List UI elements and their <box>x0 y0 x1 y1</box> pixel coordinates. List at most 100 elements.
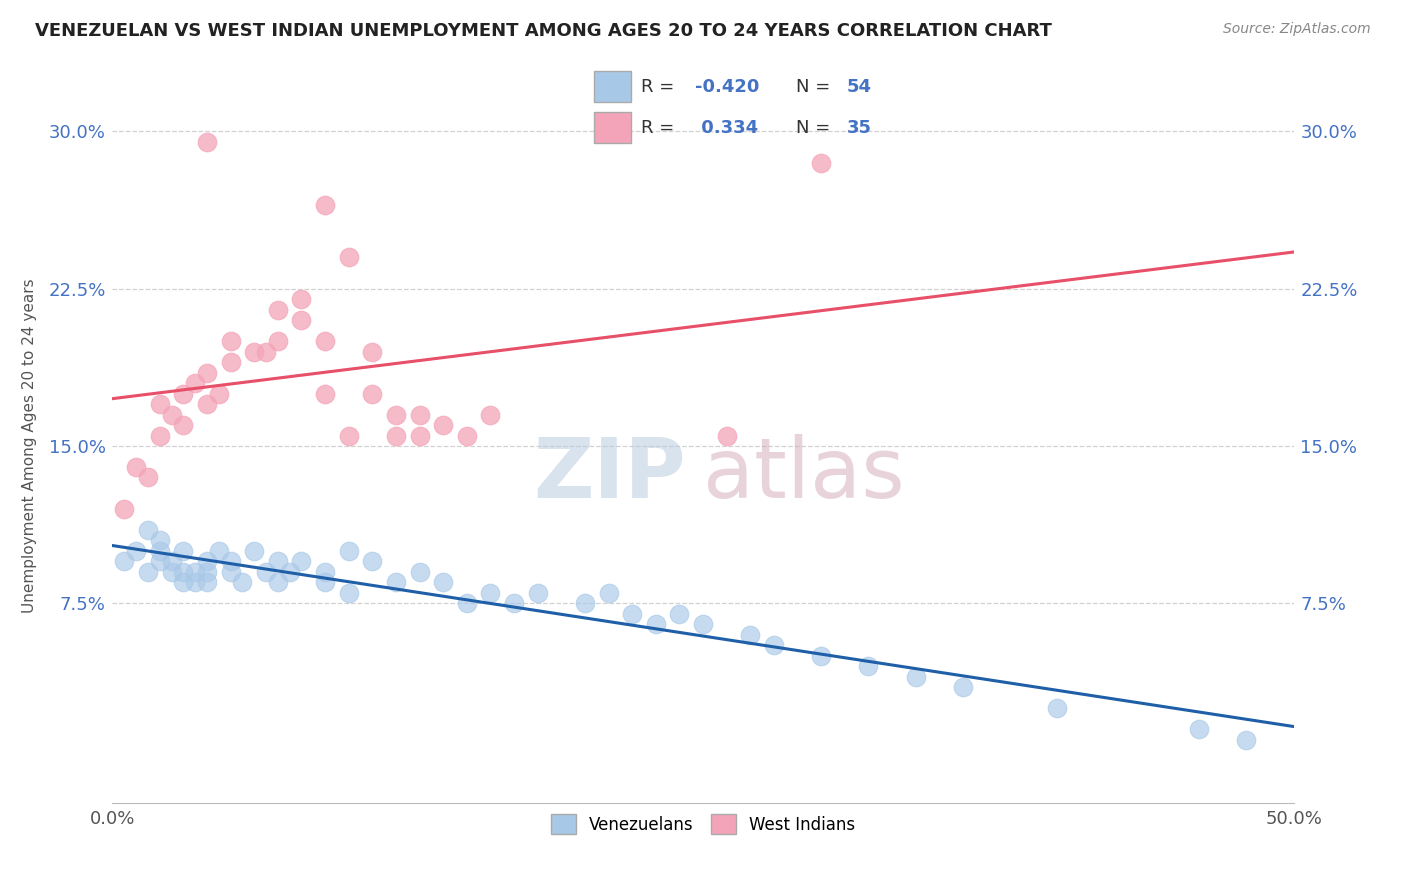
Point <box>810 155 832 169</box>
Point <box>195 135 218 149</box>
Point <box>219 565 242 579</box>
Point <box>598 586 620 600</box>
Point <box>432 575 454 590</box>
Point <box>125 460 148 475</box>
Point <box>172 417 194 432</box>
Point <box>208 386 231 401</box>
Point <box>267 334 290 348</box>
Point <box>195 397 218 411</box>
Point <box>361 554 384 568</box>
Text: R =: R = <box>641 119 681 136</box>
Point <box>337 250 360 264</box>
Point <box>149 428 172 442</box>
Point <box>337 586 360 600</box>
Point <box>385 408 408 422</box>
Point <box>219 554 242 568</box>
Point <box>160 565 183 579</box>
Point <box>195 554 218 568</box>
Point <box>762 639 785 653</box>
Point <box>361 386 384 401</box>
Point <box>231 575 253 590</box>
Point <box>314 197 336 211</box>
Point <box>267 302 290 317</box>
Text: ZIP: ZIP <box>533 434 685 515</box>
Point <box>503 596 526 610</box>
Text: 54: 54 <box>846 78 872 95</box>
Point <box>184 575 207 590</box>
Point <box>952 681 974 695</box>
Point <box>136 565 159 579</box>
Text: VENEZUELAN VS WEST INDIAN UNEMPLOYMENT AMONG AGES 20 TO 24 YEARS CORRELATION CHA: VENEZUELAN VS WEST INDIAN UNEMPLOYMENT A… <box>35 22 1052 40</box>
Point <box>716 428 738 442</box>
Point <box>621 607 644 621</box>
Point <box>456 596 478 610</box>
Point <box>219 334 242 348</box>
Point <box>195 366 218 380</box>
Text: Source: ZipAtlas.com: Source: ZipAtlas.com <box>1223 22 1371 37</box>
Legend: Venezuelans, West Indians: Venezuelans, West Indians <box>544 807 862 841</box>
Point <box>314 334 336 348</box>
Point <box>195 565 218 579</box>
Point <box>243 344 266 359</box>
Point <box>160 408 183 422</box>
Point <box>337 544 360 558</box>
Point <box>385 428 408 442</box>
Point <box>810 648 832 663</box>
Point <box>456 428 478 442</box>
Text: N =: N = <box>796 78 837 95</box>
Point <box>136 523 159 537</box>
Point <box>184 565 207 579</box>
Point <box>385 575 408 590</box>
Point <box>112 554 135 568</box>
Point <box>243 544 266 558</box>
Point <box>278 565 301 579</box>
Point <box>432 417 454 432</box>
FancyBboxPatch shape <box>593 112 631 143</box>
Point <box>479 408 502 422</box>
Point <box>290 313 312 327</box>
Point <box>172 544 194 558</box>
Point <box>361 344 384 359</box>
Point <box>314 565 336 579</box>
Text: atlas: atlas <box>703 434 904 515</box>
Point <box>1188 723 1211 737</box>
Point <box>574 596 596 610</box>
Text: 0.334: 0.334 <box>695 119 758 136</box>
Point <box>290 292 312 306</box>
Point <box>172 575 194 590</box>
Point <box>904 670 927 684</box>
Point <box>267 575 290 590</box>
Point <box>149 397 172 411</box>
Point <box>172 386 194 401</box>
Y-axis label: Unemployment Among Ages 20 to 24 years: Unemployment Among Ages 20 to 24 years <box>22 278 37 614</box>
Text: -0.420: -0.420 <box>695 78 759 95</box>
Point <box>125 544 148 558</box>
Point <box>149 544 172 558</box>
Point <box>149 533 172 548</box>
Point <box>254 344 277 359</box>
Text: R =: R = <box>641 78 681 95</box>
Point <box>267 554 290 568</box>
Text: N =: N = <box>796 119 837 136</box>
Point <box>408 565 430 579</box>
Point <box>668 607 690 621</box>
Text: 35: 35 <box>846 119 872 136</box>
Point <box>314 386 336 401</box>
Point <box>644 617 666 632</box>
Point <box>408 428 430 442</box>
Point <box>526 586 548 600</box>
Point <box>149 554 172 568</box>
Point <box>692 617 714 632</box>
Point <box>858 659 880 673</box>
Point <box>337 428 360 442</box>
Point <box>208 544 231 558</box>
FancyBboxPatch shape <box>593 71 631 102</box>
Point <box>160 554 183 568</box>
Point <box>290 554 312 568</box>
Point <box>314 575 336 590</box>
Point <box>479 586 502 600</box>
Point <box>112 502 135 516</box>
Point <box>136 470 159 484</box>
Point <box>740 628 762 642</box>
Point <box>408 408 430 422</box>
